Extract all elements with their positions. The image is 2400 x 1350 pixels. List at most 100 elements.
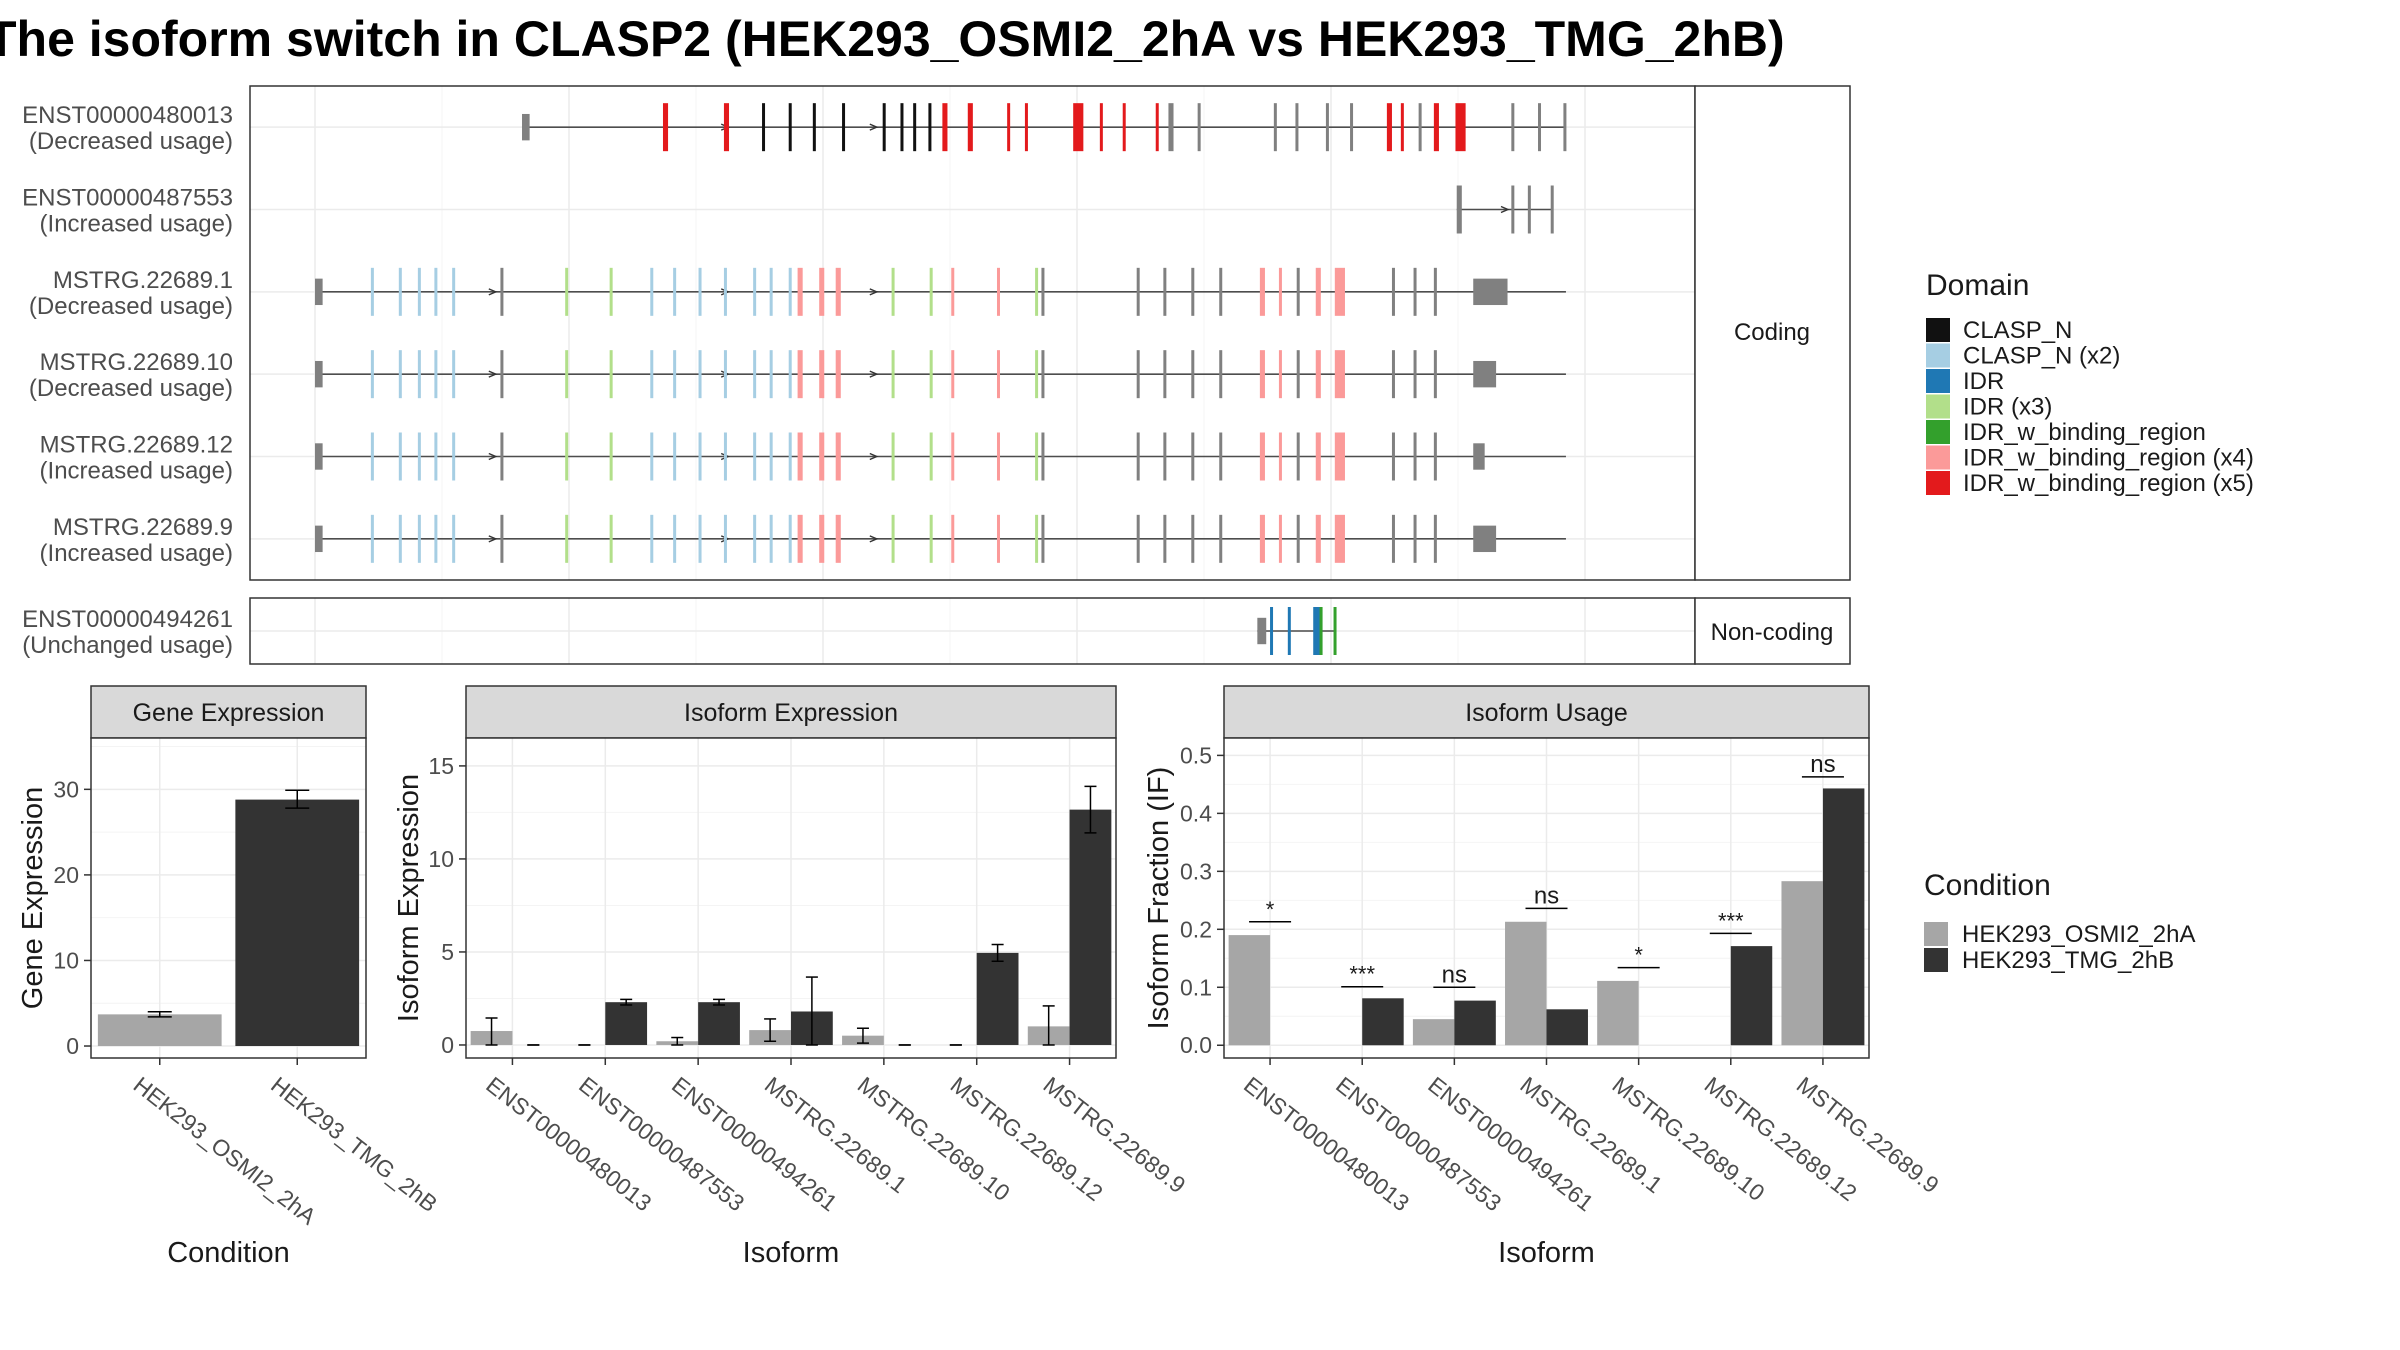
exon: [996, 267, 1000, 316]
coding-strip: [1694, 85, 1851, 581]
exon: [1035, 350, 1039, 399]
x-axis-title: Condition: [167, 1237, 290, 1269]
bar-charts: Gene Expression0102030HEK293_OSMI2_2hAHE…: [17, 685, 1944, 1269]
x-axis-title: Isoform: [1498, 1237, 1595, 1269]
exon: [1315, 432, 1321, 481]
domain-swatch: [1926, 369, 1950, 393]
exon: [1073, 103, 1084, 152]
exon: [1296, 514, 1300, 563]
domain-legend-label: IDR (x3): [1963, 394, 2052, 421]
exon: [1334, 350, 1345, 399]
bar: [1362, 998, 1404, 1046]
exon: [673, 432, 677, 481]
exon: [951, 432, 955, 481]
exon: [1191, 514, 1195, 563]
bar: [976, 952, 1019, 1045]
transcript-ENST00000494261: ENST00000494261(Unchanged usage): [22, 606, 1337, 659]
exon: [942, 103, 948, 152]
exon: [609, 432, 613, 481]
exon: [1456, 185, 1462, 234]
y-tick-label: 10: [428, 846, 454, 872]
exon: [1473, 360, 1497, 388]
exon: [929, 267, 933, 316]
exon: [398, 514, 402, 563]
exon: [835, 350, 841, 399]
exon: [1259, 514, 1265, 563]
exon: [769, 267, 773, 316]
domain-legend-title: Domain: [1926, 269, 2029, 302]
domain-swatch: [1926, 318, 1950, 342]
exon: [315, 360, 323, 388]
exon: [929, 514, 933, 563]
x-tick-label: MSTRG.22689.12: [946, 1071, 1108, 1206]
bar: [1546, 1009, 1588, 1046]
x-tick-label: ENST00000480013: [481, 1071, 656, 1216]
strand-arrow: [488, 535, 498, 543]
exon: [1259, 432, 1265, 481]
exon: [928, 103, 932, 152]
exon: [1007, 103, 1011, 152]
coding-panel-bg: [250, 86, 1695, 580]
domain-legend-item: IDR_w_binding_region (x4): [1926, 445, 2254, 472]
exon: [370, 350, 374, 399]
y-axis-title: Isoform Expression: [393, 774, 425, 1022]
exon: [417, 432, 421, 481]
strand-arrow: [1500, 205, 1510, 214]
chart-1: Isoform Expression 0 5 10 15 ENST00000480013E…: [393, 685, 1191, 1269]
exon: [398, 432, 402, 481]
exon: [1418, 103, 1422, 152]
domain-legend-label: IDR_w_binding_region: [1963, 419, 2206, 446]
exon: [788, 103, 792, 152]
exon: [1035, 267, 1039, 316]
exon: [1273, 103, 1277, 152]
x-tick-label: ENST00000487553: [574, 1071, 749, 1216]
exon: [1315, 350, 1321, 399]
exon: [769, 432, 773, 481]
exon: [1391, 267, 1395, 316]
condition-swatch: [1924, 922, 1948, 946]
exon: [951, 514, 955, 563]
exon: [1259, 267, 1265, 316]
exon: [929, 432, 933, 481]
exon: [1433, 514, 1437, 563]
exon: [1259, 350, 1265, 399]
exon: [797, 432, 803, 481]
y-axis-title: Gene Expression: [17, 787, 49, 1009]
chart-0: Gene Expression0102030HEK293_OSMI2_2hAHE…: [17, 685, 442, 1269]
exon: [819, 350, 825, 399]
exon: [819, 267, 825, 316]
bar: [1454, 1000, 1496, 1046]
significance-label: ***: [1718, 908, 1744, 933]
significance-label: ***: [1349, 962, 1375, 987]
exon: [1334, 267, 1345, 316]
chart-strip: [465, 685, 1117, 739]
exon: [1550, 185, 1554, 234]
exon: [434, 514, 438, 563]
exon: [753, 432, 757, 481]
noncoding-strip-label: Non-coding: [1711, 619, 1834, 646]
y-tick-label: 0.4: [1180, 800, 1212, 826]
exon: [951, 267, 955, 316]
domain-legend-item: IDR_w_binding_region (x5): [1926, 470, 2254, 497]
exon: [753, 350, 757, 399]
exon: [891, 514, 895, 563]
strand-arrow: [488, 452, 498, 461]
exon: [753, 514, 757, 563]
exon: [1197, 103, 1201, 152]
condition-legend-label: HEK293_TMG_2hB: [1962, 947, 2174, 974]
strand-arrow: [720, 288, 730, 296]
exon: [769, 514, 773, 563]
exon: [650, 432, 654, 481]
y-tick-label: 0: [441, 1032, 454, 1058]
chart-title: Isoform Expression: [684, 699, 898, 727]
exon: [1278, 350, 1282, 399]
exon: [1455, 103, 1466, 152]
transcript-id-label: ENST00000487553: [22, 185, 233, 212]
significance-label: ns: [1442, 961, 1467, 988]
domain-legend-label: CLASP_N: [1963, 317, 2072, 344]
domain-swatch: [1926, 471, 1950, 495]
chart-title: Gene Expression: [133, 699, 325, 727]
exon: [788, 432, 792, 481]
